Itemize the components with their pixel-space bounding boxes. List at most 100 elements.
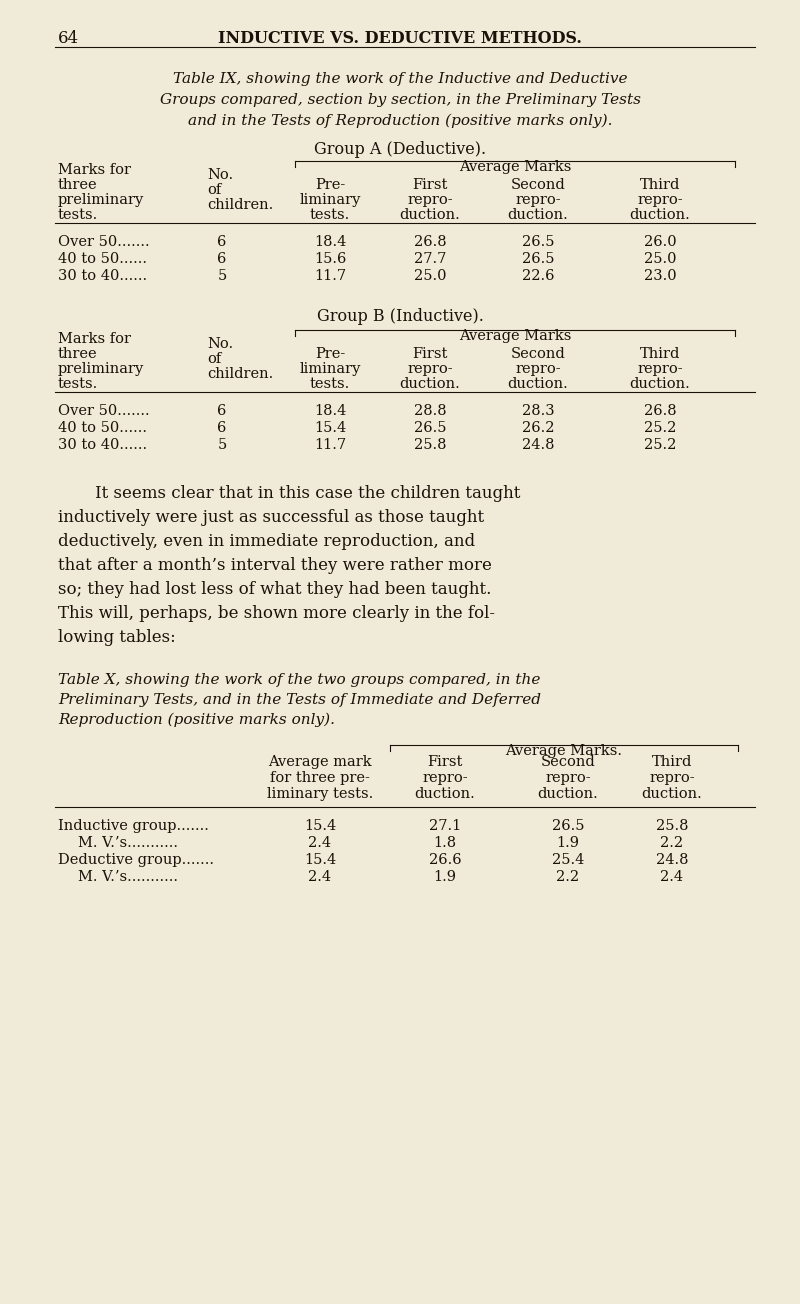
Text: 15.4: 15.4 [304,853,336,867]
Text: 23.0: 23.0 [644,269,676,283]
Text: 40 to 50......: 40 to 50...... [58,421,147,436]
Text: repro-: repro- [407,363,453,376]
Text: 15.6: 15.6 [314,252,346,266]
Text: 2.4: 2.4 [661,870,683,884]
Text: 26.5: 26.5 [414,421,446,436]
Text: repro-: repro- [515,363,561,376]
Text: Group B (Inductive).: Group B (Inductive). [317,308,483,325]
Text: three: three [58,347,98,361]
Text: duction.: duction. [630,377,690,391]
Text: 11.7: 11.7 [314,269,346,283]
Text: 26.6: 26.6 [429,853,462,867]
Text: 6: 6 [218,404,226,419]
Text: Over 50.......: Over 50....... [58,235,150,249]
Text: 27.7: 27.7 [414,252,446,266]
Text: First: First [412,347,448,361]
Text: 26.0: 26.0 [644,235,676,249]
Text: 30 to 40......: 30 to 40...... [58,438,147,452]
Text: First: First [412,179,448,192]
Text: Third: Third [640,179,680,192]
Text: 28.3: 28.3 [522,404,554,419]
Text: 2.4: 2.4 [309,836,331,850]
Text: tests.: tests. [58,209,98,222]
Text: repro-: repro- [407,193,453,207]
Text: that after a month’s interval they were rather more: that after a month’s interval they were … [58,557,492,574]
Text: Third: Third [652,755,692,769]
Text: 1.8: 1.8 [434,836,457,850]
Text: 64: 64 [58,30,79,47]
Text: repro-: repro- [422,771,468,785]
Text: for three pre-: for three pre- [270,771,370,785]
Text: 24.8: 24.8 [522,438,554,452]
Text: 1.9: 1.9 [557,836,579,850]
Text: Average Marks: Average Marks [459,329,571,343]
Text: M. V.’s...........: M. V.’s........... [78,836,178,850]
Text: liminary tests.: liminary tests. [267,788,373,801]
Text: M. V.’s...........: M. V.’s........... [78,870,178,884]
Text: Marks for: Marks for [58,333,131,346]
Text: duction.: duction. [400,377,460,391]
Text: children.: children. [207,366,274,381]
Text: 25.2: 25.2 [644,421,676,436]
Text: lowing tables:: lowing tables: [58,629,176,645]
Text: Second: Second [510,179,566,192]
Text: 6: 6 [218,235,226,249]
Text: 5: 5 [218,438,226,452]
Text: 25.0: 25.0 [414,269,446,283]
Text: Table IX, showing the work of the Inductive and Deductive: Table IX, showing the work of the Induct… [173,72,627,86]
Text: and in the Tests of Reproduction (positive marks only).: and in the Tests of Reproduction (positi… [188,113,612,128]
Text: No.: No. [207,168,233,183]
Text: No.: No. [207,336,233,351]
Text: Average Marks.: Average Marks. [506,745,622,758]
Text: repro-: repro- [649,771,695,785]
Text: 2.2: 2.2 [557,870,579,884]
Text: duction.: duction. [414,788,475,801]
Text: 6: 6 [218,421,226,436]
Text: 25.8: 25.8 [414,438,446,452]
Text: First: First [427,755,462,769]
Text: Preliminary Tests, and in the Tests of Immediate and Deferred: Preliminary Tests, and in the Tests of I… [58,692,541,707]
Text: 25.8: 25.8 [656,819,688,833]
Text: 25.0: 25.0 [644,252,676,266]
Text: duction.: duction. [400,209,460,222]
Text: preliminary: preliminary [58,363,144,376]
Text: children.: children. [207,198,274,213]
Text: 24.8: 24.8 [656,853,688,867]
Text: 26.5: 26.5 [552,819,584,833]
Text: 30 to 40......: 30 to 40...... [58,269,147,283]
Text: 28.8: 28.8 [414,404,446,419]
Text: Second: Second [510,347,566,361]
Text: 18.4: 18.4 [314,404,346,419]
Text: Table X, showing the work of the two groups compared, in the: Table X, showing the work of the two gro… [58,673,540,687]
Text: of: of [207,183,222,197]
Text: 11.7: 11.7 [314,438,346,452]
Text: Average mark: Average mark [268,755,372,769]
Text: duction.: duction. [508,209,568,222]
Text: 18.4: 18.4 [314,235,346,249]
Text: 6: 6 [218,252,226,266]
Text: so; they had lost less of what they had been taught.: so; they had lost less of what they had … [58,582,491,599]
Text: repro-: repro- [637,193,683,207]
Text: Pre-: Pre- [315,179,345,192]
Text: tests.: tests. [310,377,350,391]
Text: 15.4: 15.4 [314,421,346,436]
Text: of: of [207,352,222,366]
Text: 5: 5 [218,269,226,283]
Text: repro-: repro- [515,193,561,207]
Text: 26.5: 26.5 [522,252,554,266]
Text: Average Marks: Average Marks [459,160,571,173]
Text: liminary: liminary [299,193,361,207]
Text: 25.2: 25.2 [644,438,676,452]
Text: duction.: duction. [642,788,702,801]
Text: Marks for: Marks for [58,163,131,177]
Text: tests.: tests. [310,209,350,222]
Text: 2.4: 2.4 [309,870,331,884]
Text: Deductive group.......: Deductive group....... [58,853,214,867]
Text: tests.: tests. [58,377,98,391]
Text: liminary: liminary [299,363,361,376]
Text: three: three [58,179,98,192]
Text: This will, perhaps, be shown more clearly in the fol-: This will, perhaps, be shown more clearl… [58,605,495,622]
Text: inductively were just as successful as those taught: inductively were just as successful as t… [58,509,484,526]
Text: 26.8: 26.8 [644,404,676,419]
Text: Reproduction (positive marks only).: Reproduction (positive marks only). [58,713,335,728]
